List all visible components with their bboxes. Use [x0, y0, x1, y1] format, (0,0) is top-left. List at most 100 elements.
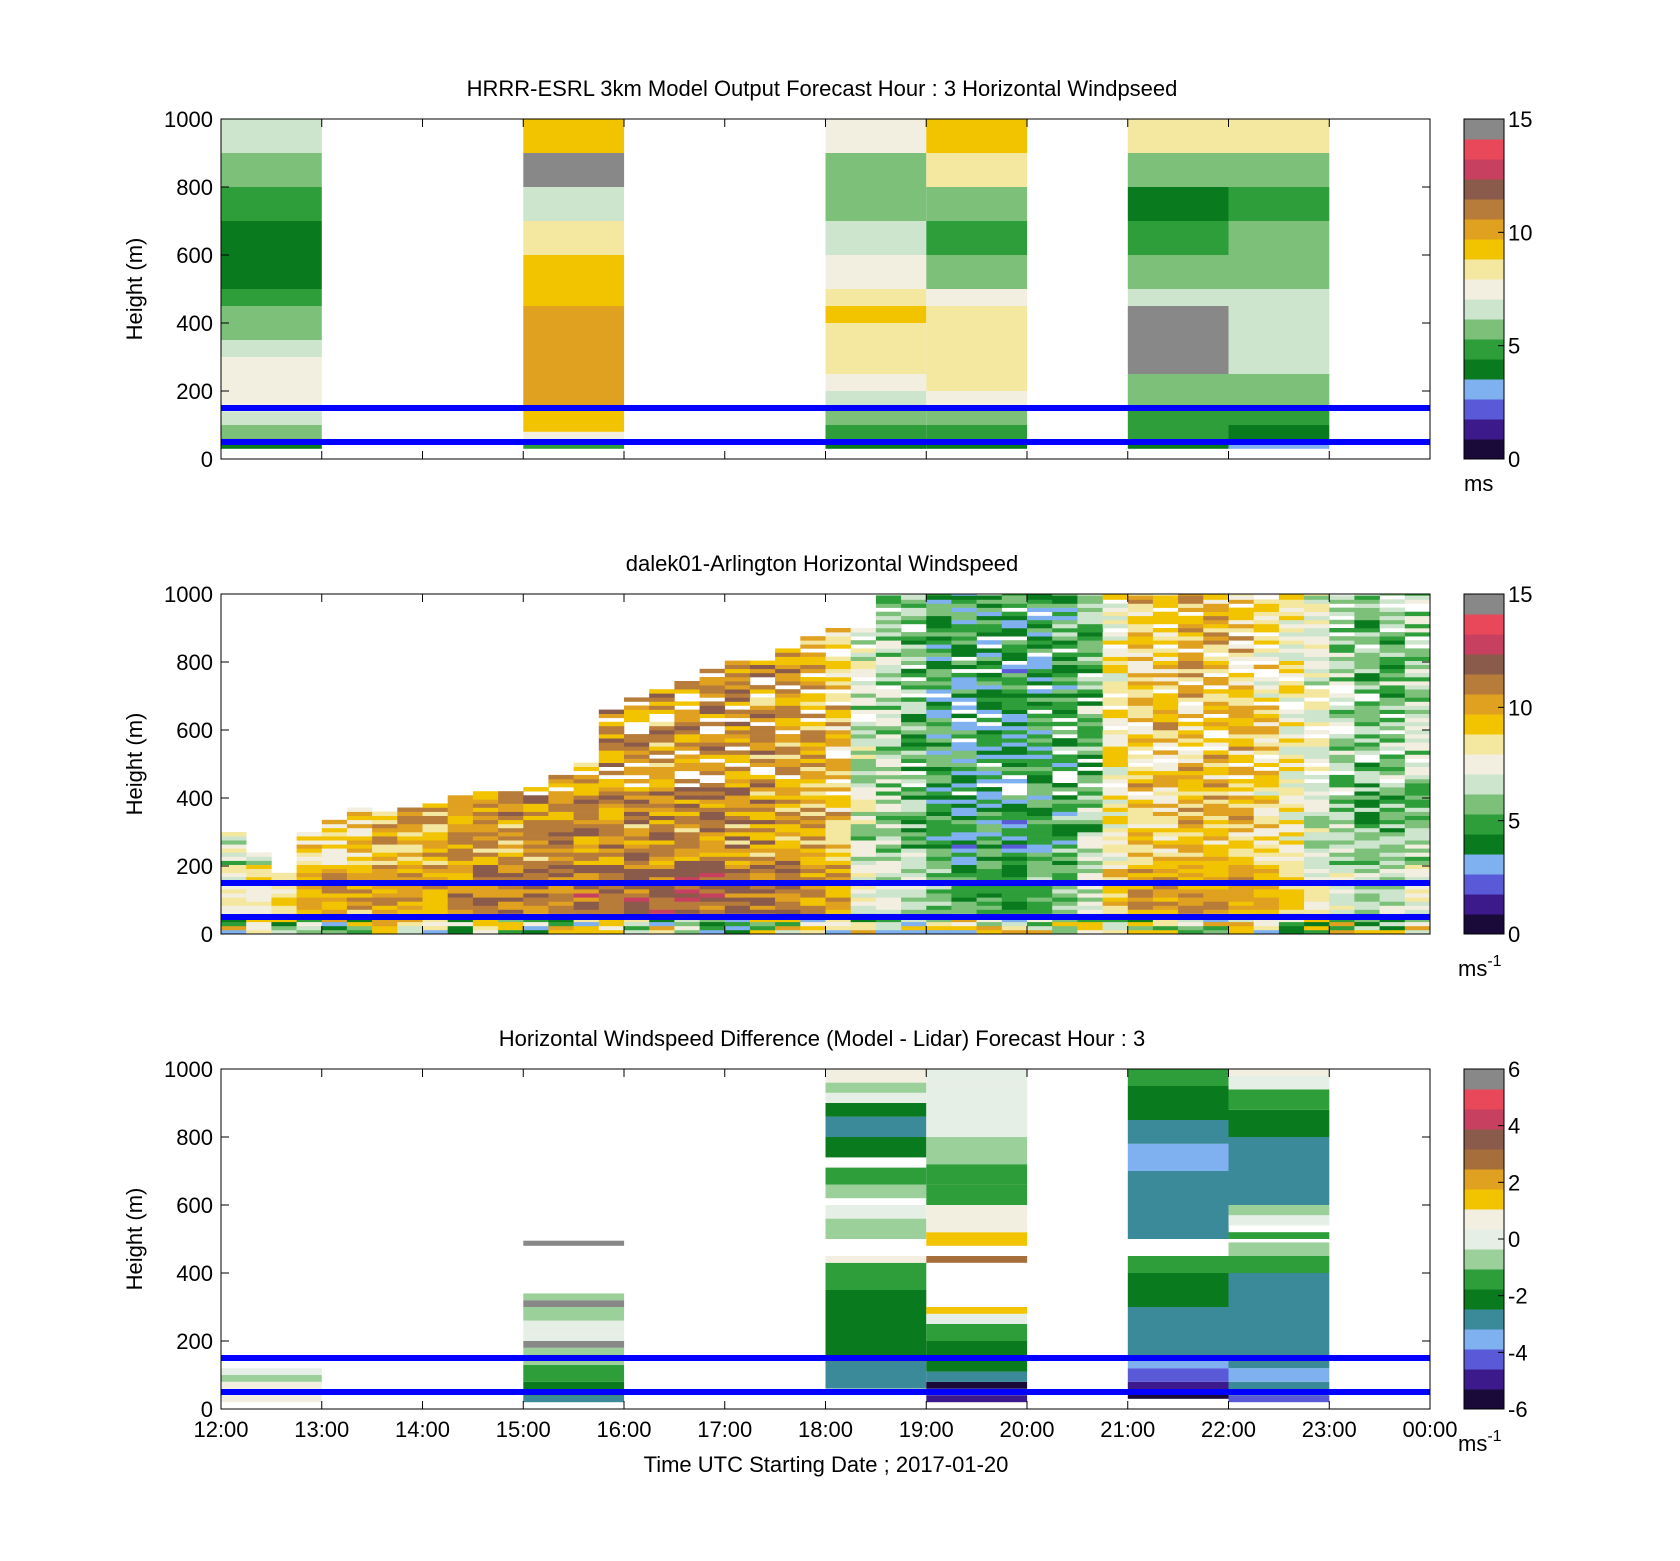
heatmap-cell: [749, 856, 776, 861]
heatmap-cell: [901, 819, 927, 825]
heatmap-cell: [321, 905, 348, 910]
heatmap-cell: [1001, 689, 1028, 694]
y-tick-label: 0: [201, 1397, 213, 1422]
heatmap-cell: [1404, 901, 1431, 906]
heatmap-cell: [775, 750, 801, 755]
heatmap-cell: [850, 901, 877, 906]
heatmap-cell: [1329, 648, 1355, 653]
heatmap-cell: [624, 868, 650, 874]
heatmap-cell: [1278, 840, 1305, 845]
heatmap-cell: [749, 697, 776, 702]
heatmap-cell: [346, 856, 373, 861]
heatmap-cell: [1228, 819, 1254, 825]
heatmap-cell: [1178, 860, 1204, 865]
heatmap-cell: [649, 807, 675, 812]
heatmap-cell: [1203, 852, 1229, 857]
heatmap-cell: [1102, 856, 1129, 861]
heatmap-cell: [850, 840, 877, 845]
heatmap-cell: [825, 836, 851, 841]
heatmap-cell: [1304, 864, 1330, 869]
heatmap-cell: [951, 864, 977, 869]
heatmap-cell: [1404, 628, 1431, 633]
heatmap-cell: [296, 852, 323, 857]
heatmap-cell: [1278, 897, 1305, 902]
heatmap-cell: [775, 697, 801, 702]
heatmap-cell: [926, 762, 952, 767]
heatmap-cell: [926, 648, 952, 653]
heatmap-cell: [346, 807, 373, 812]
heatmap-cell: [926, 660, 952, 665]
heatmap-cell: [246, 921, 272, 927]
heatmap-cell: [1379, 644, 1406, 649]
heatmap-cell: [875, 599, 902, 604]
heatmap-cell: [1077, 628, 1103, 633]
heatmap-cell: [649, 774, 675, 780]
heatmap-cell: [1077, 603, 1103, 608]
heatmap-cell: [1052, 599, 1078, 604]
heatmap-cell: [901, 636, 927, 641]
heatmap-cell: [1304, 921, 1330, 927]
colorbar-swatch: [1464, 1349, 1504, 1370]
heatmap-cell: [875, 648, 902, 653]
heatmap-cell: [926, 187, 1028, 221]
heatmap-cell: [1077, 762, 1103, 767]
heatmap-cell: [296, 868, 323, 874]
heatmap-cell: [1228, 442, 1330, 449]
heatmap-cell: [397, 872, 423, 878]
heatmap-cell: [800, 864, 826, 869]
heatmap-cell: [1253, 893, 1280, 898]
heatmap-cell: [221, 187, 322, 221]
heatmap-cell: [1152, 779, 1179, 784]
heatmap-cell: [548, 889, 574, 894]
heatmap-cell: [1278, 623, 1305, 629]
heatmap-cell: [624, 889, 650, 894]
heatmap-cell: [598, 807, 625, 812]
heatmap-cell: [976, 893, 1003, 898]
heatmap-cell: [296, 840, 323, 845]
heatmap-cell: [246, 876, 272, 882]
heatmap-cell: [674, 925, 700, 931]
heatmap-cell: [649, 811, 675, 816]
heatmap-cell: [624, 734, 650, 739]
heatmap-cell: [1228, 730, 1254, 735]
heatmap-cell: [1127, 725, 1154, 731]
heatmap-cell: [1001, 905, 1028, 910]
heatmap-cell: [1052, 660, 1078, 665]
heatmap-cell: [221, 153, 322, 187]
heatmap-cell: [1102, 652, 1129, 657]
heatmap-cell: [321, 848, 348, 853]
heatmap-cell: [1203, 799, 1229, 804]
heatmap-cell: [1052, 713, 1078, 719]
heatmap-cell: [1152, 705, 1179, 710]
heatmap-cell: [724, 689, 751, 694]
heatmap-cell: [1152, 652, 1179, 657]
heatmap-cell: [1354, 827, 1380, 833]
heatmap-cell: [1404, 783, 1431, 788]
heatmap-cell: [1228, 734, 1254, 739]
heatmap-cell: [372, 840, 398, 845]
heatmap-cell: [976, 754, 1003, 759]
heatmap-cell: [1178, 770, 1204, 776]
colorbar-swatch: [1464, 279, 1504, 300]
heatmap-cell: [951, 677, 977, 682]
heatmap-cell: [901, 640, 927, 645]
heatmap-cell: [1354, 664, 1380, 670]
heatmap-cell: [1404, 632, 1431, 637]
heatmap-cell: [850, 823, 877, 829]
heatmap-cell: [1354, 925, 1380, 931]
heatmap-cell: [346, 832, 373, 837]
heatmap-cell: [649, 791, 675, 796]
y-tick-label: 600: [176, 243, 213, 268]
heatmap-cell: [649, 689, 675, 694]
heatmap-cell: [1404, 848, 1431, 853]
heatmap-cell: [951, 623, 977, 629]
heatmap-cell: [1127, 856, 1154, 861]
heatmap-cell: [372, 852, 398, 857]
heatmap-cell: [1077, 648, 1103, 653]
heatmap-cell: [1001, 868, 1028, 874]
heatmap-cell: [1329, 856, 1355, 861]
heatmap-cell: [724, 864, 751, 869]
heatmap-cell: [775, 852, 801, 857]
heatmap-cell: [1329, 709, 1355, 714]
